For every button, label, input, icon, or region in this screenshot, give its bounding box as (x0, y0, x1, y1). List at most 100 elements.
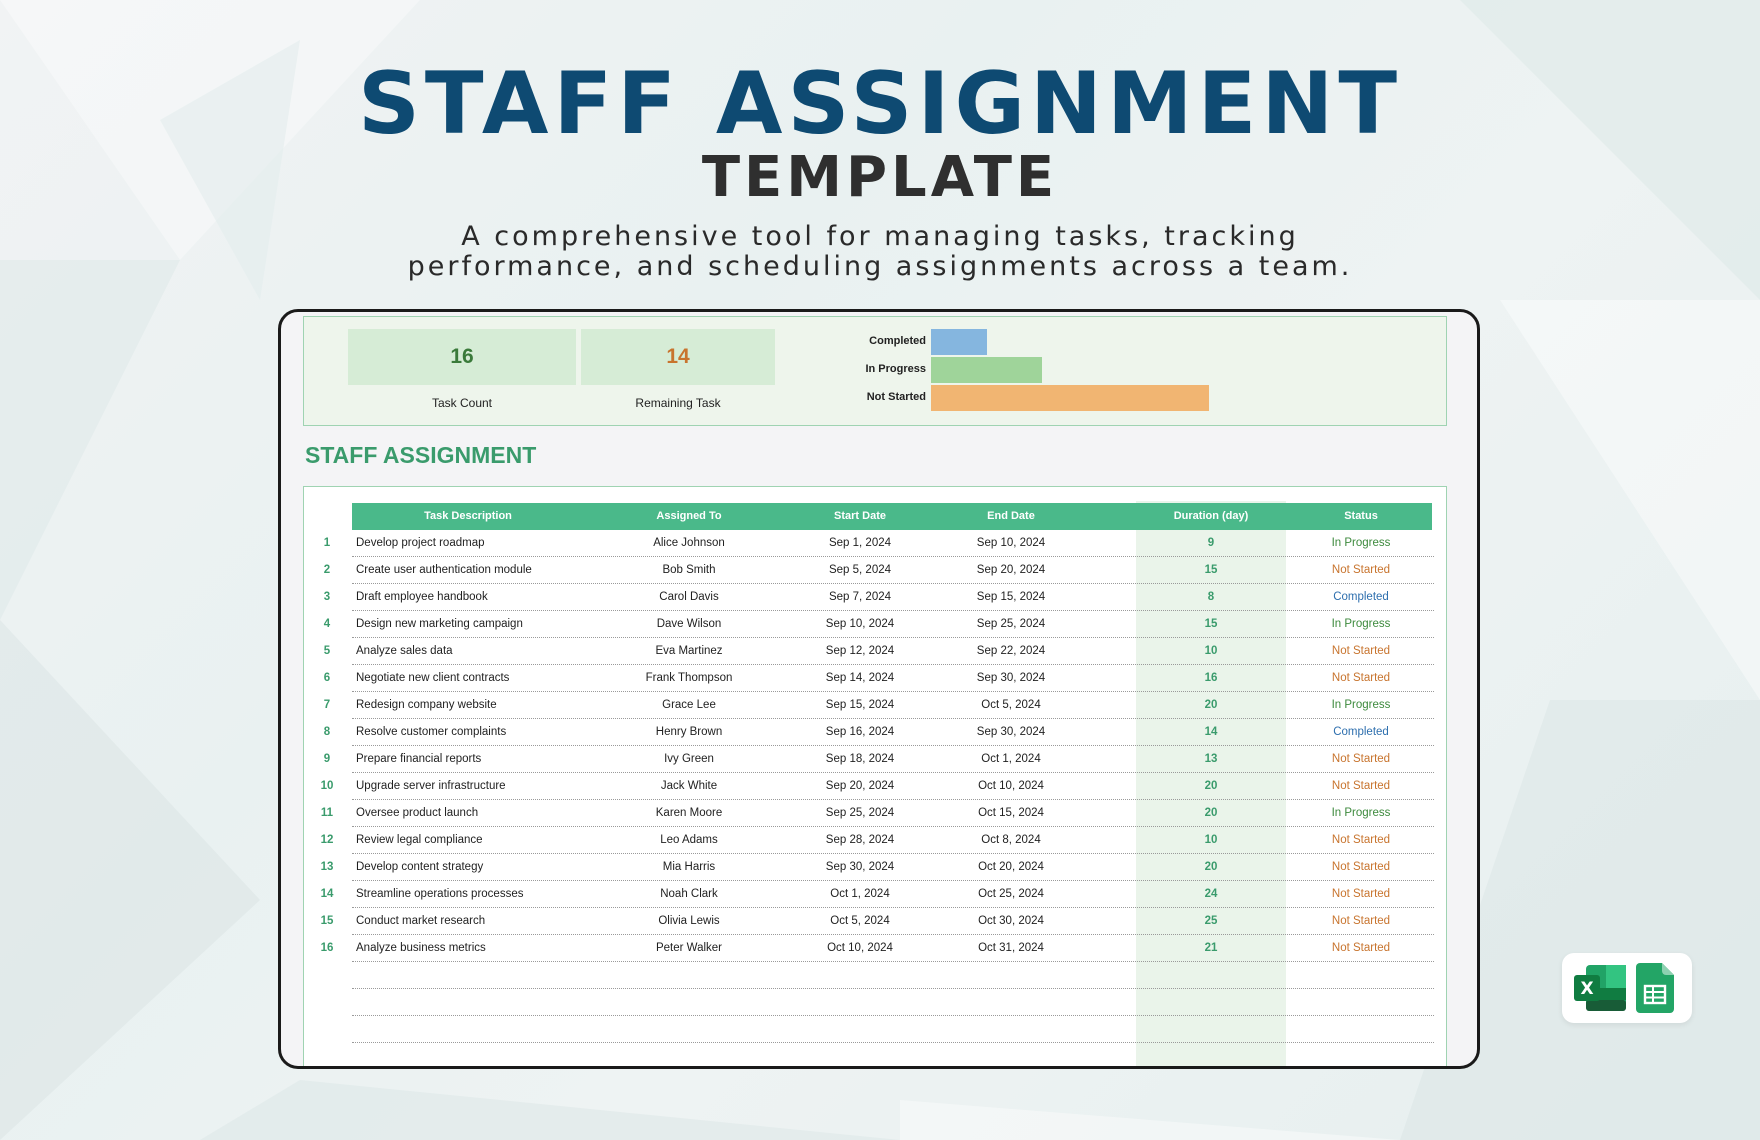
table-row[interactable]: 9 Prepare financial reports Ivy Green Sep 1… (304, 746, 1434, 773)
cell-duration[interactable]: 20 (1204, 699, 1218, 711)
cell-task-description[interactable]: Resolve customer complaints (356, 726, 507, 738)
cell-row-number[interactable]: 11 (320, 807, 334, 819)
cell-row-number[interactable]: 3 (323, 591, 331, 603)
cell-row-number[interactable]: 10 (320, 780, 334, 792)
cell-task-description[interactable]: Analyze business metrics (356, 942, 486, 954)
cell-task-description[interactable]: Prepare financial reports (356, 753, 482, 765)
cell-status[interactable]: Not Started (1331, 942, 1391, 954)
cell-row-number[interactable]: 1 (323, 537, 331, 549)
cell-status[interactable]: Not Started (1331, 672, 1391, 684)
table-row[interactable]: 16 Analyze business metrics Peter Walker Oc… (304, 935, 1434, 962)
table-row[interactable] (304, 989, 1434, 1016)
table-row[interactable]: 3 Draft employee handbook Carol Davis Sep 7… (304, 584, 1434, 611)
cell-task-description[interactable]: Develop content strategy (356, 861, 484, 873)
cell-start-date[interactable]: Sep 1, 2024 (828, 537, 892, 549)
cell-assigned-to[interactable]: Alice Johnson (653, 537, 725, 549)
cell-assigned-to[interactable]: Bob Smith (662, 564, 716, 576)
cell-row-number[interactable]: 14 (320, 888, 334, 900)
cell-end-date[interactable]: Sep 10, 2024 (976, 537, 1046, 549)
table-row[interactable]: 1 Develop project roadmap Alice Johnson Sep… (304, 530, 1434, 557)
cell-row-number[interactable]: 2 (323, 564, 331, 576)
cell-status[interactable]: In Progress (1331, 537, 1391, 549)
cell-status[interactable]: Not Started (1331, 861, 1391, 873)
cell-duration[interactable]: 14 (1204, 726, 1218, 738)
cell-start-date[interactable]: Sep 12, 2024 (825, 645, 895, 657)
cell-duration[interactable]: 21 (1204, 942, 1218, 954)
cell-row-number[interactable]: 13 (320, 861, 334, 873)
cell-assigned-to[interactable]: Karen Moore (655, 807, 723, 819)
cell-start-date[interactable]: Sep 20, 2024 (825, 780, 895, 792)
cell-end-date[interactable]: Oct 10, 2024 (978, 780, 1044, 792)
cell-end-date[interactable]: Oct 8, 2024 (981, 834, 1041, 846)
table-row[interactable]: 5 Analyze sales data Eva Martinez Sep 12, 2… (304, 638, 1434, 665)
cell-task-description[interactable]: Develop project roadmap (356, 537, 485, 549)
cell-task-description[interactable]: Streamline operations processes (356, 888, 524, 900)
cell-row-number[interactable]: 15 (320, 915, 334, 927)
cell-task-description[interactable]: Create user authentication module (356, 564, 532, 576)
cell-status[interactable]: Completed (1333, 726, 1389, 738)
header-duration[interactable]: Duration (day) (1173, 510, 1249, 522)
cell-end-date[interactable]: Sep 22, 2024 (976, 645, 1046, 657)
cell-status[interactable]: Not Started (1331, 834, 1391, 846)
cell-task-description[interactable]: Upgrade server infrastructure (356, 780, 506, 792)
cell-duration[interactable]: 10 (1204, 834, 1218, 846)
cell-status[interactable]: Not Started (1331, 753, 1391, 765)
cell-start-date[interactable]: Sep 30, 2024 (825, 861, 895, 873)
cell-assigned-to[interactable]: Peter Walker (655, 942, 723, 954)
table-row[interactable] (304, 962, 1434, 989)
cell-start-date[interactable]: Oct 5, 2024 (830, 915, 890, 927)
cell-duration[interactable]: 9 (1207, 537, 1215, 549)
cell-duration[interactable]: 16 (1204, 672, 1218, 684)
table-row[interactable]: 6 Negotiate new client contracts Frank Tho… (304, 665, 1434, 692)
cell-assigned-to[interactable]: Dave Wilson (656, 618, 722, 630)
cell-end-date[interactable]: Sep 20, 2024 (976, 564, 1046, 576)
cell-start-date[interactable]: Sep 14, 2024 (825, 672, 895, 684)
cell-row-number[interactable]: 12 (320, 834, 334, 846)
cell-status[interactable]: In Progress (1331, 618, 1391, 630)
cell-row-number[interactable]: 6 (323, 672, 331, 684)
cell-task-description[interactable]: Analyze sales data (356, 645, 453, 657)
cell-start-date[interactable]: Sep 10, 2024 (825, 618, 895, 630)
cell-duration[interactable]: 20 (1204, 807, 1218, 819)
cell-status[interactable]: Not Started (1331, 888, 1391, 900)
table-row[interactable]: 2 Create user authentication module Bob Sm… (304, 557, 1434, 584)
cell-start-date[interactable]: Sep 28, 2024 (825, 834, 895, 846)
cell-duration[interactable]: 15 (1204, 564, 1218, 576)
cell-row-number[interactable]: 4 (323, 618, 331, 630)
cell-status[interactable]: Not Started (1331, 645, 1391, 657)
cell-assigned-to[interactable]: Ivy Green (664, 753, 714, 765)
cell-task-description[interactable]: Review legal compliance (356, 834, 483, 846)
cell-assigned-to[interactable]: Grace Lee (662, 699, 716, 711)
cell-status[interactable]: Not Started (1331, 915, 1391, 927)
cell-assigned-to[interactable]: Eva Martinez (655, 645, 723, 657)
cell-assigned-to[interactable]: Leo Adams (660, 834, 718, 846)
cell-start-date[interactable]: Sep 7, 2024 (828, 591, 892, 603)
table-row[interactable]: 8 Resolve customer complaints Henry Brown S… (304, 719, 1434, 746)
cell-end-date[interactable]: Oct 15, 2024 (978, 807, 1044, 819)
cell-end-date[interactable]: Sep 25, 2024 (976, 618, 1046, 630)
cell-start-date[interactable]: Sep 5, 2024 (828, 564, 892, 576)
cell-end-date[interactable]: Oct 31, 2024 (978, 942, 1044, 954)
cell-start-date[interactable]: Sep 25, 2024 (825, 807, 895, 819)
cell-end-date[interactable]: Sep 30, 2024 (976, 726, 1046, 738)
cell-end-date[interactable]: Oct 20, 2024 (978, 861, 1044, 873)
cell-assigned-to[interactable]: Frank Thompson (645, 672, 733, 684)
cell-task-description[interactable]: Redesign company website (356, 699, 497, 711)
cell-start-date[interactable]: Oct 10, 2024 (827, 942, 893, 954)
cell-row-number[interactable]: 7 (323, 699, 331, 711)
table-row[interactable]: 4 Design new marketing campaign Dave Wilso… (304, 611, 1434, 638)
cell-start-date[interactable]: Sep 15, 2024 (825, 699, 895, 711)
table-row[interactable]: 7 Redesign company website Grace Lee Sep 15… (304, 692, 1434, 719)
header-end-date[interactable]: End Date (987, 510, 1035, 522)
cell-end-date[interactable]: Oct 25, 2024 (978, 888, 1044, 900)
cell-assigned-to[interactable]: Noah Clark (660, 888, 718, 900)
cell-duration[interactable]: 20 (1204, 780, 1218, 792)
cell-row-number[interactable]: 8 (323, 726, 331, 738)
cell-row-number[interactable]: 5 (323, 645, 331, 657)
cell-task-description[interactable]: Negotiate new client contracts (356, 672, 510, 684)
header-status[interactable]: Status (1344, 510, 1378, 522)
cell-duration[interactable]: 10 (1204, 645, 1218, 657)
cell-duration[interactable]: 25 (1204, 915, 1218, 927)
cell-assigned-to[interactable]: Jack White (660, 780, 718, 792)
cell-duration[interactable]: 24 (1204, 888, 1218, 900)
